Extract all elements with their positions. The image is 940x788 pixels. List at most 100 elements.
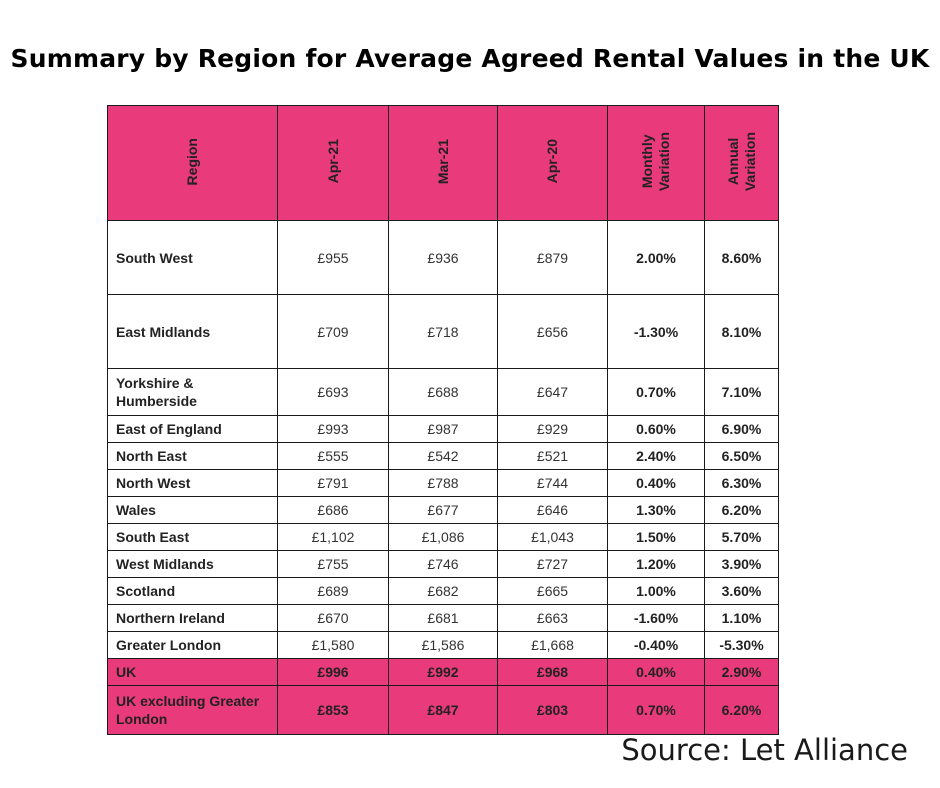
- annual-variation-cell: 6.50%: [704, 442, 779, 470]
- region-cell: Wales: [107, 496, 278, 524]
- apr20-cell: £656: [497, 294, 608, 369]
- annual-variation-cell: 7.10%: [704, 368, 779, 416]
- monthly-variation-cell: 0.60%: [607, 415, 705, 443]
- monthly-variation-cell: 2.00%: [607, 220, 705, 295]
- table-row: Greater London £1,580 £1,586 £1,668 -0.4…: [107, 631, 779, 659]
- monthly-variation-cell: 2.40%: [607, 442, 705, 470]
- table-row: East Midlands £709 £718 £656 -1.30% 8.10…: [107, 294, 779, 369]
- monthly-variation-cell: 0.40%: [607, 469, 705, 497]
- apr20-cell: £929: [497, 415, 608, 443]
- apr20-cell: £663: [497, 604, 608, 632]
- mar21-cell: £847: [388, 685, 498, 735]
- mar21-cell: £987: [388, 415, 498, 443]
- table-row: Wales £686 £677 £646 1.30% 6.20%: [107, 496, 779, 524]
- apr20-cell: £744: [497, 469, 608, 497]
- region-cell: North East: [107, 442, 278, 470]
- apr21-cell: £709: [277, 294, 389, 369]
- apr20-cell: £803: [497, 685, 608, 735]
- mar21-cell: £746: [388, 550, 498, 578]
- annual-variation-cell: 6.90%: [704, 415, 779, 443]
- mar21-cell: £542: [388, 442, 498, 470]
- apr20-cell: £1,668: [497, 631, 608, 659]
- apr21-cell: £1,580: [277, 631, 389, 659]
- apr21-cell: £996: [277, 658, 389, 686]
- total-row-uk: UK £996 £992 £968 0.40% 2.90%: [107, 658, 779, 686]
- mar21-cell: £1,086: [388, 523, 498, 551]
- apr21-cell: £555: [277, 442, 389, 470]
- region-cell: Northern Ireland: [107, 604, 278, 632]
- monthly-variation-cell: -1.30%: [607, 294, 705, 369]
- monthly-variation-cell: 0.70%: [607, 368, 705, 416]
- apr20-cell: £646: [497, 496, 608, 524]
- annual-variation-cell: 6.20%: [704, 685, 779, 735]
- region-cell: South East: [107, 523, 278, 551]
- annual-variation-cell: 1.10%: [704, 604, 779, 632]
- apr20-cell: £521: [497, 442, 608, 470]
- region-cell: UK excluding Greater London: [107, 685, 278, 735]
- annual-variation-cell: 2.90%: [704, 658, 779, 686]
- apr21-cell: £689: [277, 577, 389, 605]
- table-header-row: Region Apr-21 Mar-21 Apr-20 Monthly Vari…: [107, 105, 779, 221]
- apr20-cell: £879: [497, 220, 608, 295]
- source-credit: Source: Let Alliance: [621, 733, 908, 767]
- table-row: North West £791 £788 £744 0.40% 6.30%: [107, 469, 779, 497]
- region-cell: Greater London: [107, 631, 278, 659]
- apr21-cell: £1,102: [277, 523, 389, 551]
- header-apr21: Apr-21: [277, 105, 389, 221]
- apr20-cell: £665: [497, 577, 608, 605]
- region-cell: East of England: [107, 415, 278, 443]
- header-apr20: Apr-20: [497, 105, 608, 221]
- apr20-cell: £968: [497, 658, 608, 686]
- apr21-cell: £791: [277, 469, 389, 497]
- region-cell: North West: [107, 469, 278, 497]
- apr21-cell: £693: [277, 368, 389, 416]
- total-row-uk-excl-london: UK excluding Greater London £853 £847 £8…: [107, 685, 779, 735]
- annual-variation-cell: 8.60%: [704, 220, 779, 295]
- apr21-cell: £670: [277, 604, 389, 632]
- region-cell: Yorkshire & Humberside: [107, 368, 278, 416]
- region-cell: Scotland: [107, 577, 278, 605]
- apr20-cell: £1,043: [497, 523, 608, 551]
- table-row: Yorkshire & Humberside £693 £688 £647 0.…: [107, 368, 779, 416]
- monthly-variation-cell: 1.50%: [607, 523, 705, 551]
- apr21-cell: £686: [277, 496, 389, 524]
- table-row: Northern Ireland £670 £681 £663 -1.60% 1…: [107, 604, 779, 632]
- mar21-cell: £688: [388, 368, 498, 416]
- mar21-cell: £936: [388, 220, 498, 295]
- table-row: East of England £993 £987 £929 0.60% 6.9…: [107, 415, 779, 443]
- mar21-cell: £718: [388, 294, 498, 369]
- mar21-cell: £1,586: [388, 631, 498, 659]
- monthly-variation-cell: 1.30%: [607, 496, 705, 524]
- region-cell: South West: [107, 220, 278, 295]
- region-cell: West Midlands: [107, 550, 278, 578]
- apr21-cell: £955: [277, 220, 389, 295]
- mar21-cell: £992: [388, 658, 498, 686]
- table-row: West Midlands £755 £746 £727 1.20% 3.90%: [107, 550, 779, 578]
- mar21-cell: £677: [388, 496, 498, 524]
- table-row: South East £1,102 £1,086 £1,043 1.50% 5.…: [107, 523, 779, 551]
- mar21-cell: £681: [388, 604, 498, 632]
- annual-variation-cell: 6.30%: [704, 469, 779, 497]
- mar21-cell: £682: [388, 577, 498, 605]
- region-cell: East Midlands: [107, 294, 278, 369]
- header-mar21: Mar-21: [388, 105, 498, 221]
- monthly-variation-cell: 1.20%: [607, 550, 705, 578]
- region-cell: UK: [107, 658, 278, 686]
- annual-variation-cell: 3.90%: [704, 550, 779, 578]
- table-row: Scotland £689 £682 £665 1.00% 3.60%: [107, 577, 779, 605]
- monthly-variation-cell: -0.40%: [607, 631, 705, 659]
- apr20-cell: £647: [497, 368, 608, 416]
- monthly-variation-cell: -1.60%: [607, 604, 705, 632]
- apr21-cell: £993: [277, 415, 389, 443]
- mar21-cell: £788: [388, 469, 498, 497]
- annual-variation-cell: -5.30%: [704, 631, 779, 659]
- annual-variation-cell: 6.20%: [704, 496, 779, 524]
- annual-variation-cell: 8.10%: [704, 294, 779, 369]
- table-row: North East £555 £542 £521 2.40% 6.50%: [107, 442, 779, 470]
- monthly-variation-cell: 0.40%: [607, 658, 705, 686]
- apr20-cell: £727: [497, 550, 608, 578]
- header-annual-variation: Annual Variation: [704, 105, 779, 221]
- apr21-cell: £853: [277, 685, 389, 735]
- header-monthly-variation: Monthly Variation: [607, 105, 705, 221]
- header-region: Region: [107, 105, 278, 221]
